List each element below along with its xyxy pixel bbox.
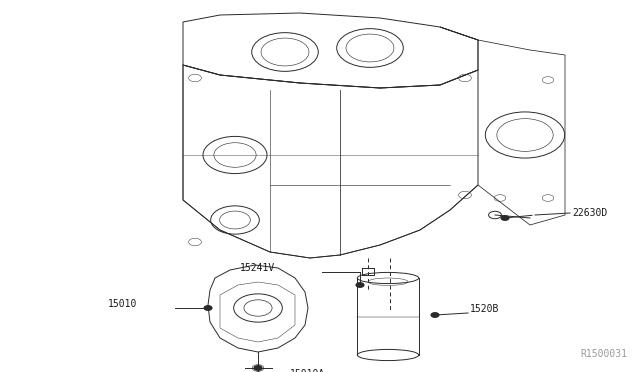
Text: 15010A: 15010A (290, 369, 325, 372)
Text: R1500031: R1500031 (580, 349, 627, 359)
Circle shape (501, 216, 509, 220)
Circle shape (254, 366, 262, 370)
Text: 1520B: 1520B (470, 304, 499, 314)
Circle shape (204, 306, 212, 310)
Circle shape (356, 283, 364, 287)
Text: 15010: 15010 (108, 299, 138, 309)
Circle shape (431, 313, 439, 317)
Text: 15241V: 15241V (240, 263, 275, 273)
Text: 22630D: 22630D (572, 208, 607, 218)
